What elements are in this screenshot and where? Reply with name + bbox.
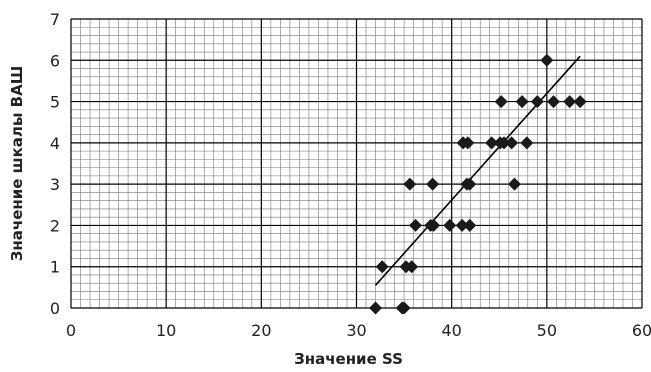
x-axis-label: Значение SS: [294, 350, 403, 368]
x-tick-label: 0: [66, 321, 76, 340]
x-tick-label: 20: [251, 321, 271, 340]
data-point: [563, 95, 577, 109]
y-tick-label: 2: [50, 216, 60, 235]
trendline: [374, 55, 581, 286]
y-tick-label: 4: [50, 134, 60, 153]
data-point: [375, 260, 389, 274]
y-tick-label: 6: [50, 51, 60, 70]
y-axis-label: Значение шкалы ВАШ: [8, 66, 26, 261]
data-point: [540, 53, 554, 67]
data-point: [520, 136, 534, 150]
data-point: [455, 218, 469, 232]
data-point: [463, 177, 477, 191]
data-point: [403, 177, 417, 191]
y-tick-label: 5: [50, 93, 60, 112]
x-tick-label: 40: [441, 321, 461, 340]
data-points: [369, 53, 587, 315]
data-point: [515, 95, 529, 109]
y-tick-label: 7: [50, 10, 60, 29]
data-point: [505, 136, 519, 150]
data-point: [443, 218, 457, 232]
data-point: [497, 136, 511, 150]
data-point: [405, 260, 419, 274]
y-tick-label: 3: [50, 175, 60, 194]
data-point: [485, 136, 499, 150]
y-tick-label: 0: [50, 299, 60, 318]
y-tick-label: 1: [50, 258, 60, 277]
trendline-line: [374, 55, 581, 286]
data-point: [507, 177, 521, 191]
data-point: [530, 95, 544, 109]
data-point: [494, 95, 508, 109]
x-tick-label: 30: [346, 321, 366, 340]
data-point: [573, 95, 587, 109]
tick-labels: 0 10 20 30 40 50 60 0 1 2 3 4 5 6 7: [50, 10, 651, 340]
data-point: [426, 177, 440, 191]
data-point: [369, 301, 383, 315]
data-point: [461, 136, 475, 150]
x-tick-label: 10: [156, 321, 176, 340]
data-point: [546, 95, 560, 109]
major-grid: [70, 18, 643, 309]
data-point: [409, 218, 423, 232]
x-tick-label: 60: [632, 321, 651, 340]
data-point: [463, 218, 477, 232]
x-tick-label: 50: [537, 321, 557, 340]
data-point: [397, 301, 411, 315]
data-point: [427, 218, 441, 232]
